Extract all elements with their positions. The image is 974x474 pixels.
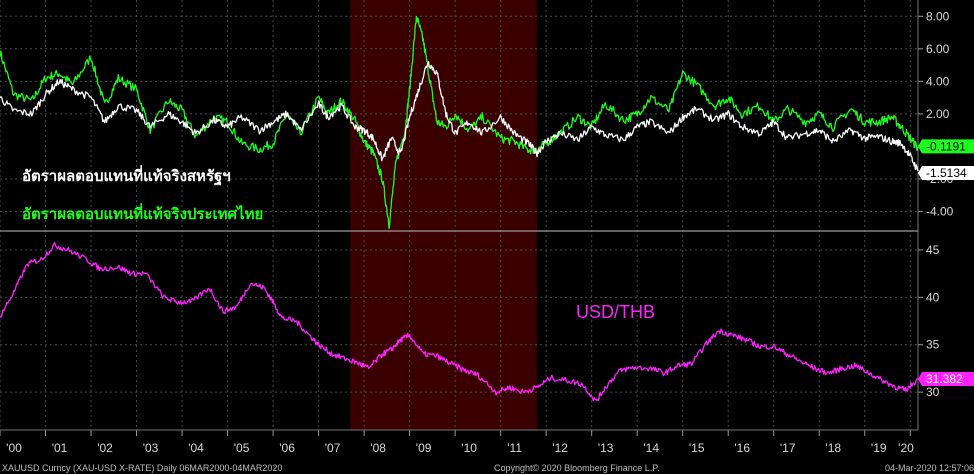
thai-last-value-badge-bg xyxy=(918,139,974,154)
usd-thb-last-value-badge-bg xyxy=(918,372,974,387)
x-tick-label: '15 xyxy=(689,441,705,455)
y-tick-label: 30 xyxy=(926,385,940,399)
thai-last-value-badge: -0.1191 xyxy=(926,139,966,153)
x-tick-label: '06 xyxy=(279,441,295,455)
x-tick-label: '16 xyxy=(734,441,750,455)
x-tick-label: '19 xyxy=(871,441,887,455)
y-tick-label: -4.00 xyxy=(926,204,954,218)
annotation-thai-real-yield: อัตราผลตอบแทนที่แท้จริงประเทศไทย xyxy=(22,203,263,223)
y-tick-label: 2.00 xyxy=(926,107,950,121)
us-real-yield-line xyxy=(0,60,919,172)
x-tick-label: '07 xyxy=(325,441,341,455)
y-tick-label: 45 xyxy=(926,243,940,257)
x-tick-label: '13 xyxy=(598,441,614,455)
usd-thb-line xyxy=(0,241,919,402)
x-tick-label: '01 xyxy=(52,441,68,455)
last-value-badges: -0.1191 -1.5134 31.382 xyxy=(918,139,974,387)
us-last-value-badge: -1.5134 xyxy=(926,166,967,180)
x-tick-label: '17 xyxy=(780,441,796,455)
x-tick-labels: '00 '01 '02 '03 '04 '05 '06 '07 '08 '09 '10 '11 '12 '… xyxy=(6,441,914,455)
x-tick-label: '09 xyxy=(416,441,432,455)
x-tick-label: '10 xyxy=(461,441,477,455)
us-last-value-badge-bg xyxy=(918,165,974,180)
x-tick-label: '00 xyxy=(6,441,22,455)
y-tick-label: 4.00 xyxy=(926,74,950,88)
lower-y-tick-labels: 45 40 35 30 xyxy=(926,243,940,399)
x-tick-label: '05 xyxy=(234,441,250,455)
x-tick-label: '08 xyxy=(370,441,386,455)
x-tick-label: '18 xyxy=(825,441,841,455)
y-tick-label: 6.00 xyxy=(926,42,950,56)
x-tick-label: '11 xyxy=(507,441,522,455)
crisis-highlight-band xyxy=(350,0,538,430)
x-tick-label: '03 xyxy=(143,441,159,455)
upper-panel-grid xyxy=(0,15,923,212)
x-tick-label: '02 xyxy=(97,441,113,455)
footer-right: 04-Mar-2020 12:57:06 xyxy=(885,463,974,473)
footer-left: XAUUSD Curncy (XAU-USD X-RATE) Daily 06M… xyxy=(2,463,282,473)
y-tick-label: 40 xyxy=(926,290,940,304)
y-tick-label: 35 xyxy=(926,338,940,352)
upper-y-tick-labels: 8.006.004.002.00-2.00-4.00 xyxy=(926,9,954,218)
x-tick-label: '14 xyxy=(643,441,659,455)
footer-center: Copyright© 2020 Bloomberg Finance L.P. xyxy=(494,463,660,473)
x-tick-label: '04 xyxy=(188,441,204,455)
x-tick-label: '12 xyxy=(552,441,568,455)
y-tick-label: 8.00 xyxy=(926,9,950,23)
usd-thb-last-value-badge: 31.382 xyxy=(926,372,963,386)
series-layer xyxy=(0,15,919,402)
x-tick-label: '20 xyxy=(898,441,914,455)
annotation-us-real-yield: อัตราผลตอบแทนที่แท้จริงสหรัฐฯ xyxy=(22,165,231,186)
vertical-gridlines xyxy=(0,0,911,436)
thai-real-yield-line xyxy=(0,15,919,230)
legend-usd-thb: USD/THB xyxy=(576,302,655,322)
